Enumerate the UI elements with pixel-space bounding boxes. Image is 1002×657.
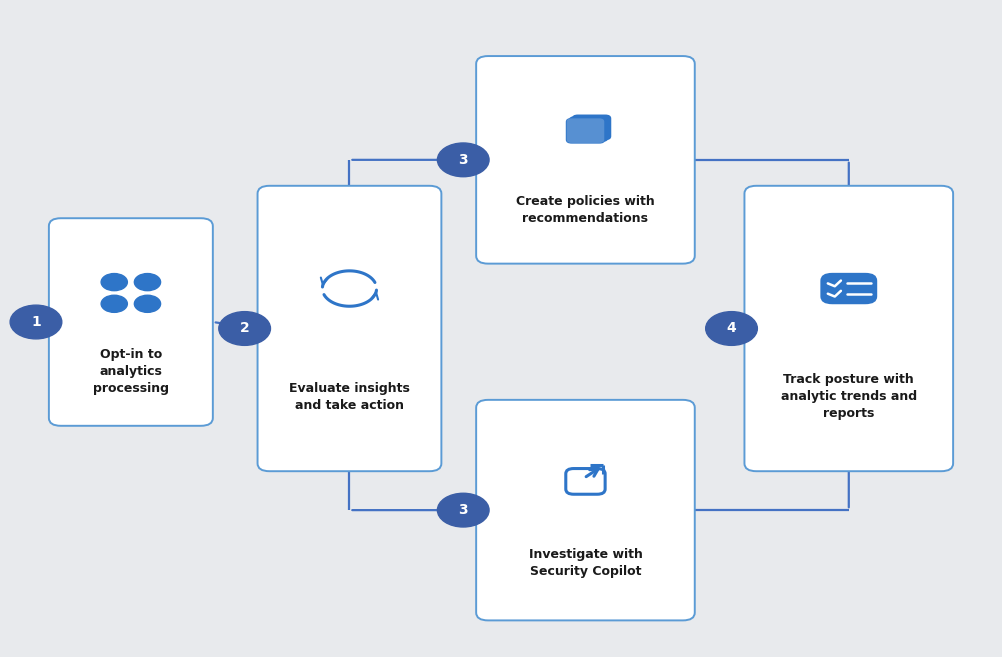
Circle shape (101, 295, 127, 312)
FancyBboxPatch shape (476, 400, 694, 620)
FancyBboxPatch shape (49, 218, 212, 426)
FancyBboxPatch shape (567, 118, 604, 143)
Text: 3: 3 (459, 503, 468, 517)
Text: Create policies with
recommendations: Create policies with recommendations (516, 194, 655, 225)
Text: 2: 2 (239, 321, 249, 336)
Text: Track posture with
analytic trends and
reports: Track posture with analytic trends and r… (781, 373, 917, 420)
Text: 4: 4 (726, 321, 736, 336)
Text: Investigate with
Security Copilot: Investigate with Security Copilot (528, 548, 642, 578)
Circle shape (134, 295, 160, 312)
FancyBboxPatch shape (572, 114, 611, 140)
Circle shape (438, 143, 489, 177)
Text: 3: 3 (459, 153, 468, 167)
Circle shape (705, 311, 758, 346)
Circle shape (134, 273, 160, 290)
Circle shape (218, 311, 271, 346)
Circle shape (438, 493, 489, 527)
FancyBboxPatch shape (569, 116, 608, 142)
FancyBboxPatch shape (566, 118, 605, 144)
Text: 1: 1 (31, 315, 41, 329)
Circle shape (101, 273, 127, 290)
FancyBboxPatch shape (821, 273, 877, 304)
FancyBboxPatch shape (258, 186, 441, 471)
Text: Opt-in to
analytics
processing: Opt-in to analytics processing (93, 348, 169, 396)
Circle shape (10, 305, 62, 339)
FancyBboxPatch shape (476, 56, 694, 263)
FancyBboxPatch shape (744, 186, 953, 471)
Text: Evaluate insights
and take action: Evaluate insights and take action (289, 382, 410, 412)
